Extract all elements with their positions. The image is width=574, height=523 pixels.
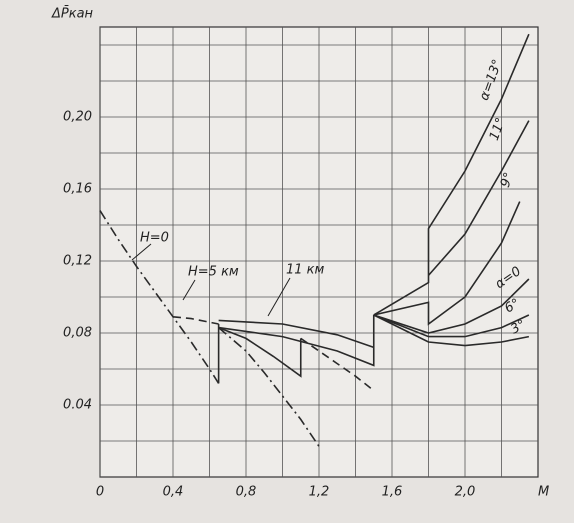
series-line	[373, 201, 521, 326]
series-line	[373, 278, 530, 334]
y-tick-label: 0,20	[63, 110, 92, 125]
y-tick-label: 0,08	[63, 326, 92, 341]
annotation: 9°	[498, 171, 517, 190]
series-line	[172, 316, 219, 325]
annotation: 3°	[508, 317, 528, 337]
leader	[267, 277, 291, 317]
y-axis-label: ΔP̄кан	[51, 6, 94, 21]
x-tick-label: 0,4	[163, 485, 184, 500]
series-line	[218, 315, 375, 367]
leader	[131, 243, 152, 261]
series-line	[99, 210, 220, 384]
series-line	[218, 319, 375, 349]
annotation: 6°	[502, 296, 522, 316]
y-tick-label: 0,12	[63, 254, 92, 269]
series-line	[300, 337, 375, 392]
series-line	[218, 326, 302, 378]
annotation: H=5 км	[188, 265, 239, 280]
y-tick-label: 0,16	[63, 182, 92, 197]
series-line	[373, 314, 530, 338]
series-line	[218, 326, 320, 447]
x-tick-label: 1,6	[382, 485, 403, 500]
series-line	[373, 33, 530, 316]
x-tick-label: 0	[96, 485, 104, 500]
x-axis-label: M	[538, 485, 549, 500]
annotation: H=0	[140, 231, 169, 246]
x-tick-label: 0,8	[236, 485, 257, 500]
series-line	[373, 314, 530, 347]
x-tick-label: 2,0	[455, 485, 476, 500]
x-tick-label: 1,2	[309, 485, 330, 500]
y-tick-label: 0.04	[63, 398, 92, 413]
leader	[182, 279, 196, 301]
series-line	[427, 120, 530, 276]
annotation: 11 км	[286, 263, 325, 278]
annotation: 11°	[487, 116, 509, 143]
